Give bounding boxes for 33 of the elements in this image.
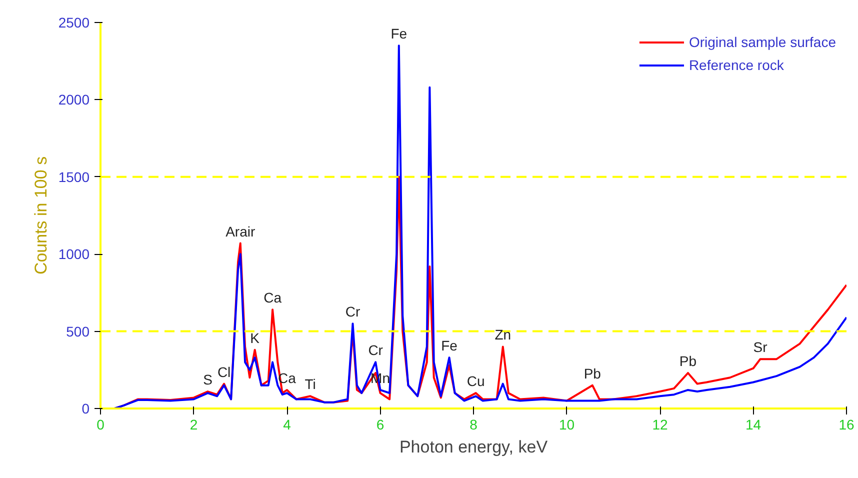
annotation: Cl [217,364,231,380]
annotation: Arair [226,223,256,240]
annotation: Cr [345,304,360,320]
annotation: Cr [368,342,384,358]
x-tick-label: 6 [376,416,384,432]
legend-label: Reference rock [688,57,784,73]
annotation: Pb [584,365,602,382]
x-tick-label: 16 [838,416,854,432]
x-tick-label: 0 [96,416,105,432]
annotation: Fe [441,338,458,354]
annotation: S [203,372,212,388]
x-tick-label: 10 [558,416,575,432]
annotation: Sr [753,339,768,356]
annotation: Ti [304,376,316,392]
legend-label: Original sample surface [688,34,836,50]
y-tick-label: 2000 [58,92,90,108]
x-tick-label: 4 [283,416,292,432]
y-axis-title: Counts in 100 s [31,156,50,275]
annotation: Cu [466,373,485,390]
x-tick-label: 8 [470,416,478,432]
annotation: K [250,330,260,346]
y-tick-label: 2500 [58,14,90,30]
y-tick-label: 1500 [58,168,90,185]
x-tick-label: 2 [190,416,198,432]
x-axis-title: Photon energy, keV [399,438,548,456]
x-tick-label: 12 [652,416,668,432]
annotation: Fe [390,26,408,42]
annotation: Pb [679,352,697,369]
y-tick-label: 500 [66,323,90,340]
x-tick-label: 14 [745,416,762,432]
annotation: Ca [264,290,282,306]
y-tick-label: 1000 [58,246,90,262]
y-tick-label: 0 [82,400,90,416]
